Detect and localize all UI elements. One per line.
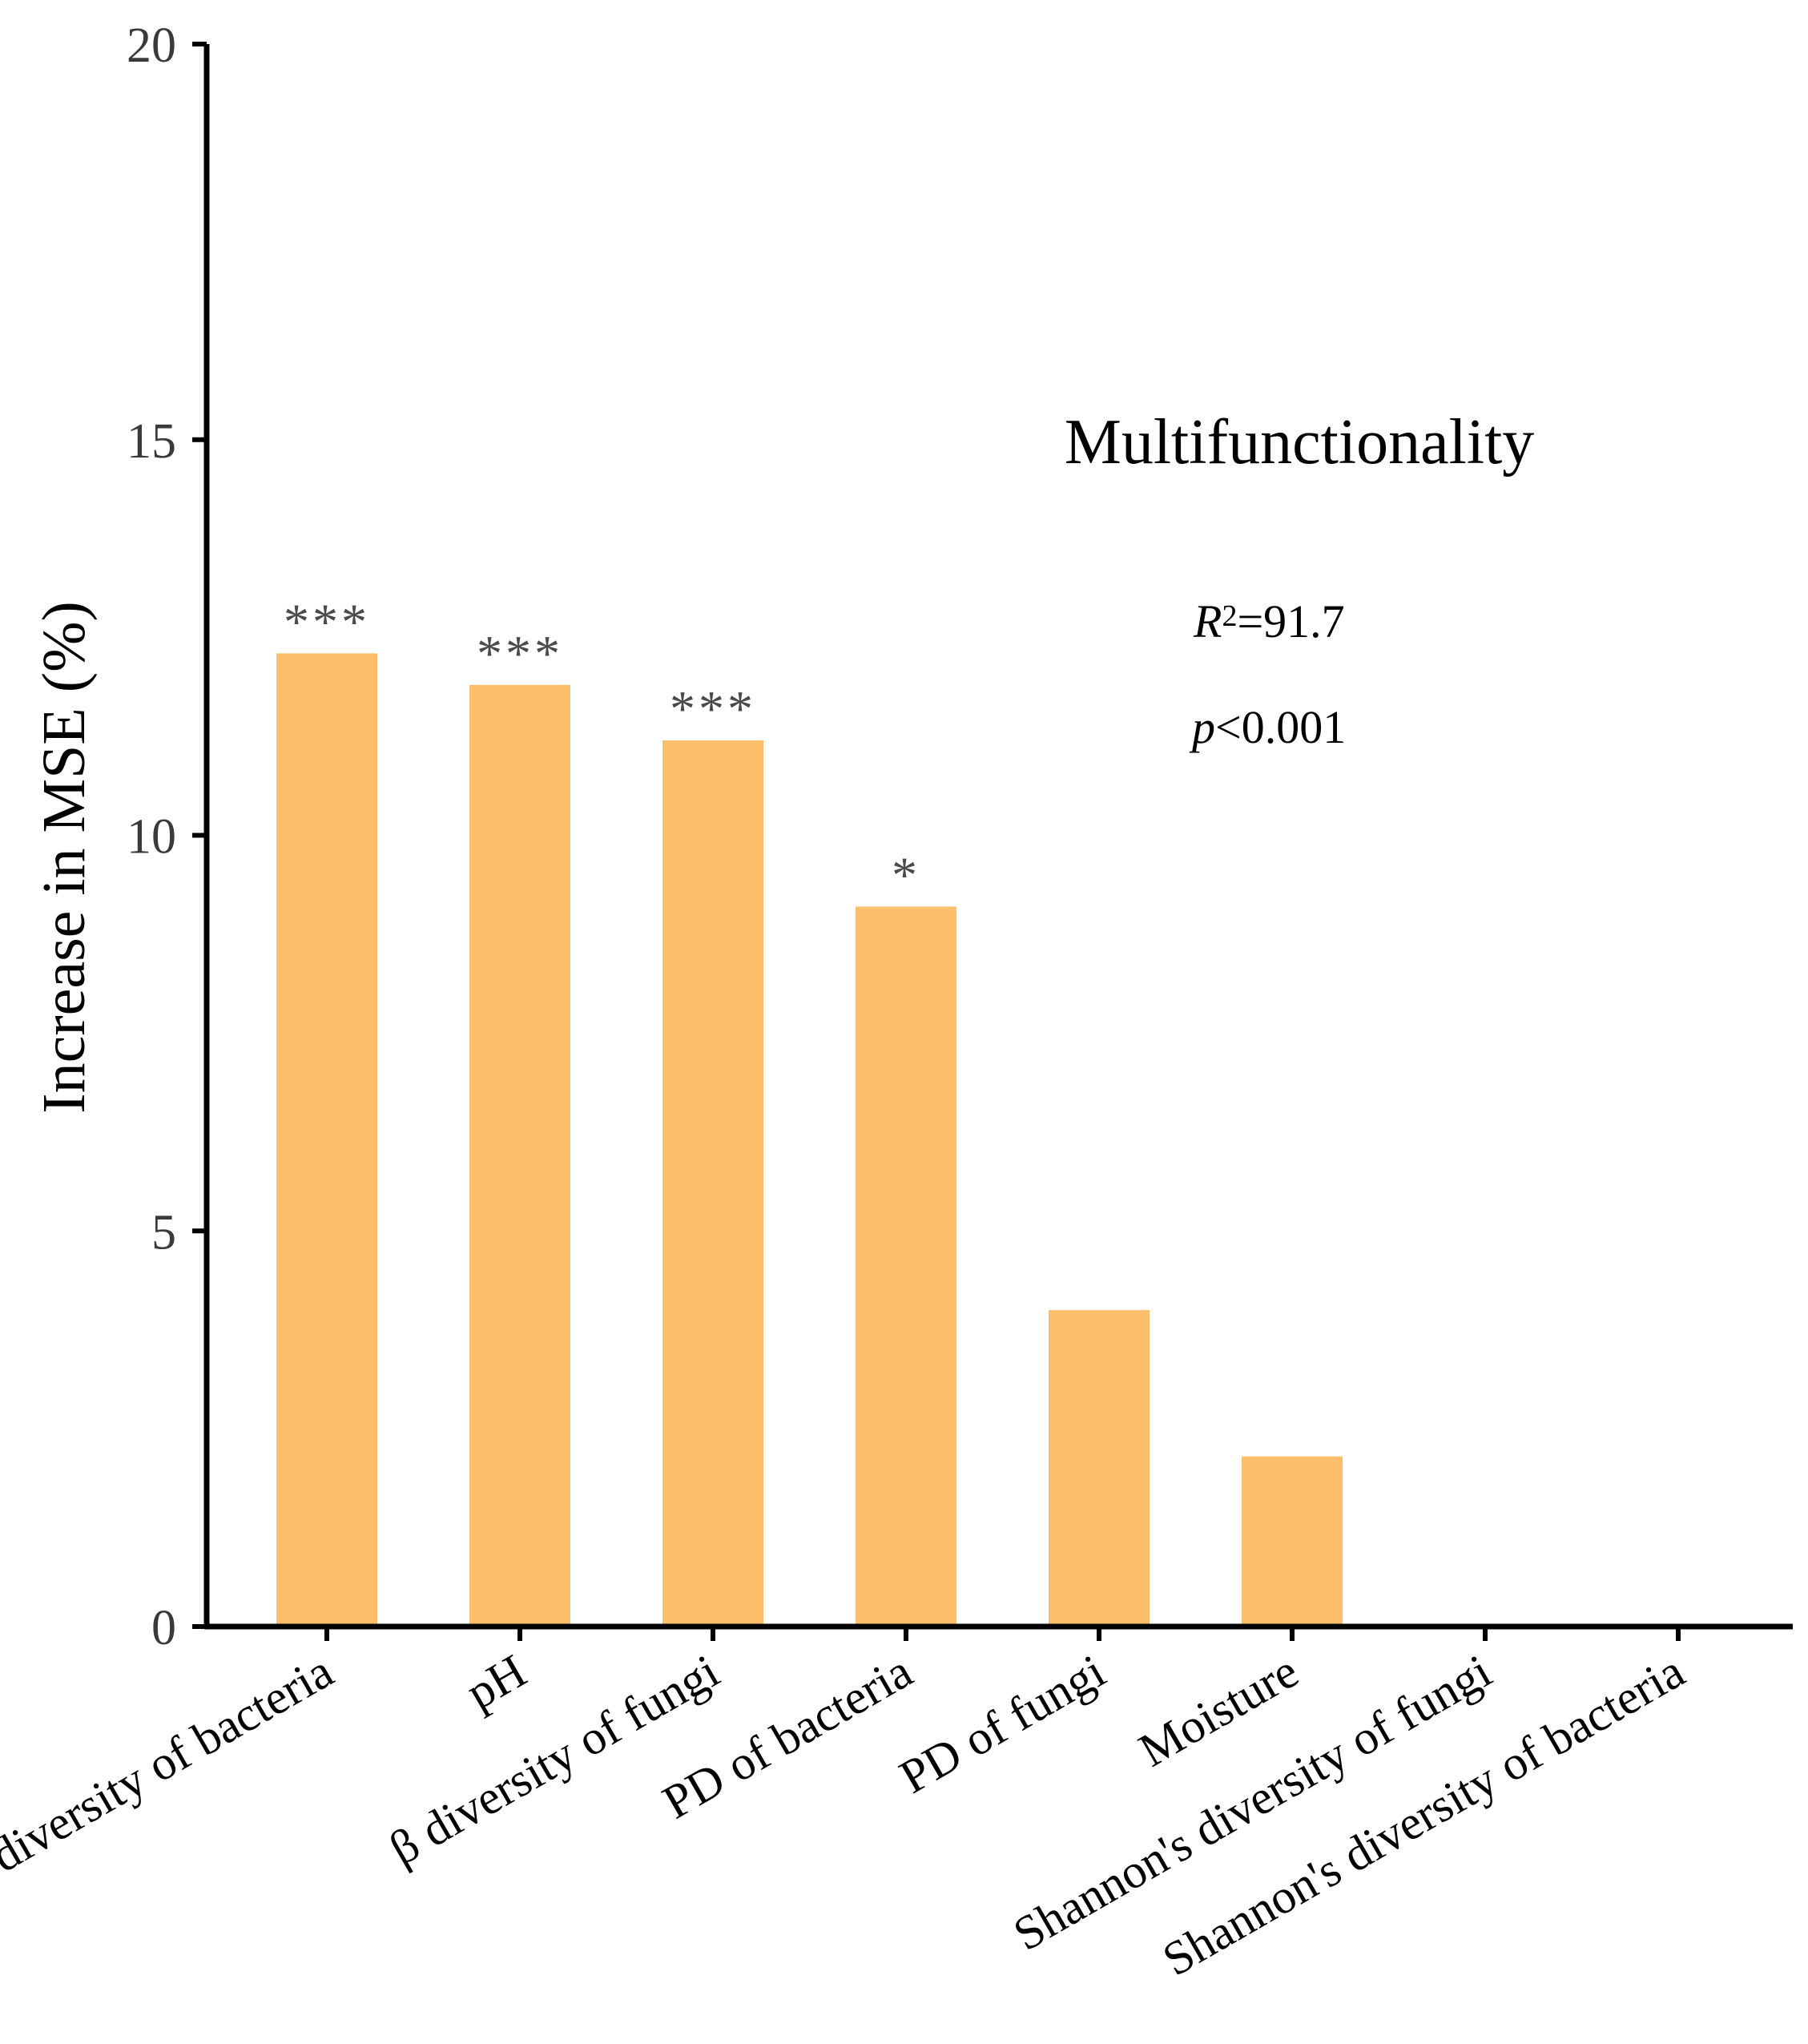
significance-label-4: *	[892, 846, 920, 903]
category-label-2: pH	[457, 1644, 535, 1719]
bar-1	[276, 653, 377, 1627]
r2-symbol: R	[1193, 595, 1222, 647]
r2-superscript: 2	[1222, 599, 1237, 633]
chart-title: Multifunctionality	[1065, 407, 1535, 478]
category-label-1: β diversity of bacteria	[0, 1644, 342, 1901]
y-tick-label-20: 20	[127, 18, 176, 73]
y-tick-label-0: 0	[151, 1601, 176, 1655]
significance-label-3: ***	[670, 680, 756, 737]
y-tick-label-5: 5	[151, 1205, 176, 1260]
y-axis-title: Increase in MSE (%)	[30, 601, 98, 1113]
p-symbol: p	[1189, 701, 1215, 753]
y-axis: 0 5 10 15 20	[127, 18, 210, 1655]
p-value-annotation: p<0.001	[1189, 701, 1346, 753]
r-squared-annotation: R2=91.7	[1193, 595, 1345, 647]
significance-labels: **********	[284, 593, 920, 903]
significance-label-2: ***	[477, 625, 563, 682]
y-tick-label-15: 15	[127, 414, 176, 469]
x-axis: β diversity of bacteria pHβ diversity of …	[0, 1623, 1793, 1986]
category-label-3: β diversity of fungi	[381, 1644, 727, 1875]
bar-3	[662, 740, 763, 1627]
bar-5	[1049, 1310, 1150, 1627]
bar-2	[469, 684, 570, 1627]
p-value: <0.001	[1215, 701, 1346, 753]
bar-6	[1242, 1456, 1343, 1627]
bar-4	[856, 906, 956, 1627]
y-tick-label-10: 10	[127, 810, 176, 865]
category-label-5: PD of fungi	[891, 1644, 1113, 1804]
bars-group	[276, 653, 1343, 1627]
r2-value: =91.7	[1237, 595, 1344, 647]
significance-label-1: ***	[284, 593, 370, 650]
